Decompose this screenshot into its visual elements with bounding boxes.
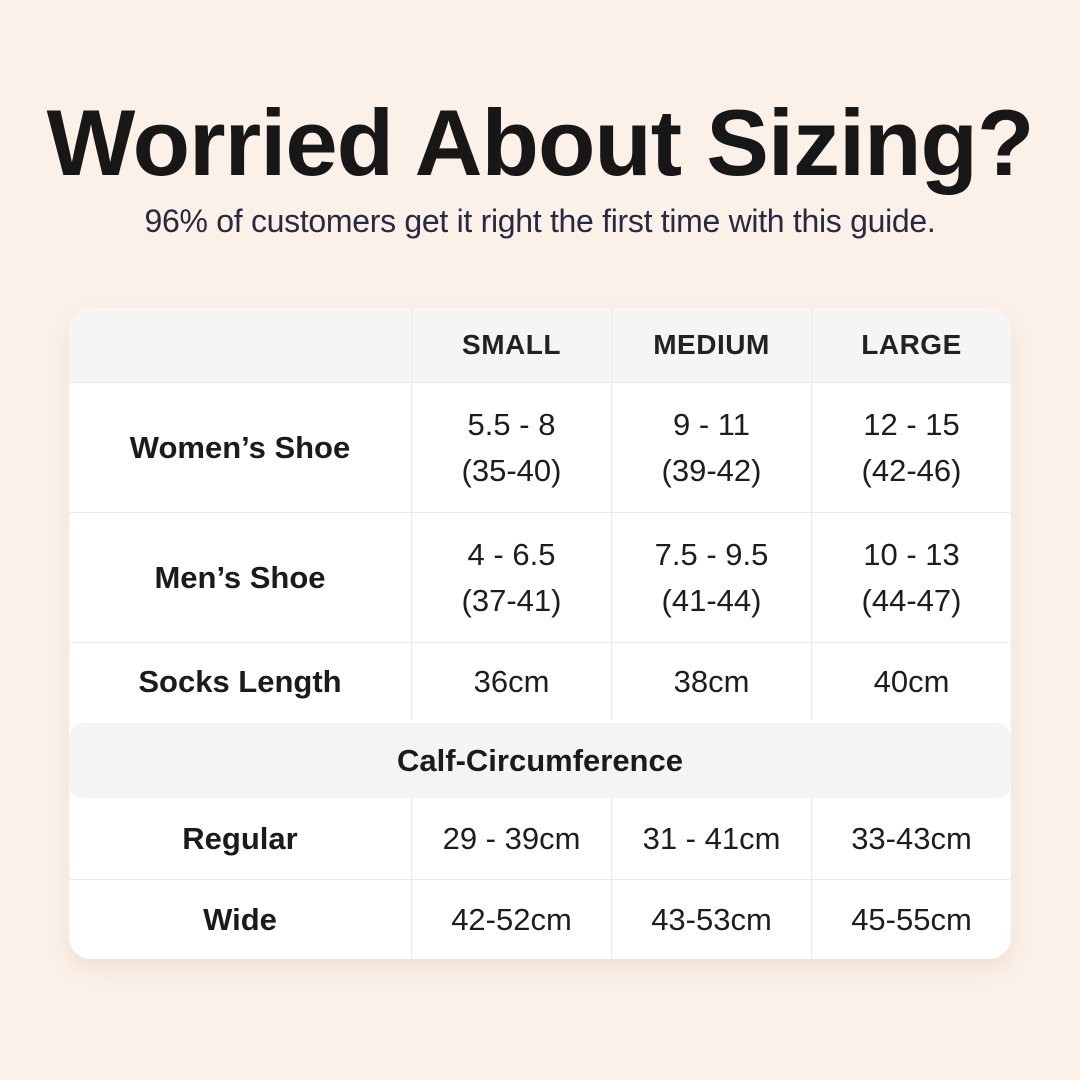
table-cell-socks-large: 40cm <box>811 643 1011 721</box>
page-title: Worried About Sizing? <box>46 90 1035 195</box>
cell-line: 40cm <box>873 663 950 699</box>
hero-section: Worried About Sizing? 96% of customers g… <box>0 0 1080 240</box>
table-row-mens-shoe: Men’s Shoe 4 - 6.5 (37-41) 7.5 - 9.5 (41… <box>69 513 1011 644</box>
cell-line: (35-40) <box>461 452 562 488</box>
cell-line: 43-53cm <box>651 901 772 937</box>
table-cell-regular-large: 33-43cm <box>811 798 1011 880</box>
cell-line: 4 - 6.5 <box>467 536 556 572</box>
table-header-row: SMALL MEDIUM LARGE <box>69 308 1011 384</box>
cell-line: 33-43cm <box>851 820 972 856</box>
row-label-mens-shoe: Men’s Shoe <box>154 559 326 595</box>
cell-line: 31 - 41cm <box>642 820 781 856</box>
cell-line: 12 - 15 <box>863 406 960 442</box>
row-label-regular: Regular <box>182 820 298 856</box>
section-header-calf-circumference: Calf-Circumference <box>69 723 1011 799</box>
row-label-socks-length: Socks Length <box>138 663 342 699</box>
cell-line: 45-55cm <box>851 901 972 937</box>
size-guide-table: SMALL MEDIUM LARGE Women’s Shoe 5.5 - 8 … <box>69 308 1011 960</box>
row-label-wide: Wide <box>203 901 277 937</box>
table-cell-mens-large: 10 - 13 (44-47) <box>811 513 1011 643</box>
cell-line: 10 - 13 <box>863 536 960 572</box>
cell-line: 7.5 - 9.5 <box>654 536 769 572</box>
cell-line: 38cm <box>673 663 750 699</box>
table-cell-mens-small: 4 - 6.5 (37-41) <box>411 513 611 643</box>
table-cell-socks-medium: 38cm <box>611 643 811 721</box>
table-cell-mens-medium: 7.5 - 9.5 (41-44) <box>611 513 811 643</box>
cell-line: (41-44) <box>661 582 762 618</box>
table-row-womens-shoe: Women’s Shoe 5.5 - 8 (35-40) 9 - 11 (39-… <box>69 383 1011 514</box>
table-cell-wide-large: 45-55cm <box>811 880 1011 960</box>
cell-line: (39-42) <box>661 452 762 488</box>
cell-line: 5.5 - 8 <box>467 406 556 442</box>
row-label-womens-shoe: Women’s Shoe <box>129 429 351 465</box>
cell-line: (42-46) <box>861 452 962 488</box>
cell-line: 42-52cm <box>451 901 572 937</box>
table-cell-socks-small: 36cm <box>411 643 611 721</box>
cell-line: 9 - 11 <box>673 406 750 442</box>
column-header-large: LARGE <box>811 308 1011 383</box>
table-cell-regular-small: 29 - 39cm <box>411 798 611 880</box>
table-cell-regular-medium: 31 - 41cm <box>611 798 811 880</box>
table-cell-wide-small: 42-52cm <box>411 880 611 960</box>
column-header-medium: MEDIUM <box>611 308 811 383</box>
cell-line: 36cm <box>473 663 550 699</box>
page-subtitle: 96% of customers get it right the first … <box>144 203 936 240</box>
cell-line: 29 - 39cm <box>442 820 581 856</box>
cell-line: (37-41) <box>461 582 562 618</box>
table-cell-womens-large: 12 - 15 (42-46) <box>811 383 1011 513</box>
cell-line: (44-47) <box>861 582 962 618</box>
table-cell-womens-small: 5.5 - 8 (35-40) <box>411 383 611 513</box>
table-row-regular: Regular 29 - 39cm 31 - 41cm 33-43cm <box>69 798 1011 881</box>
table-row-socks-length: Socks Length 36cm 38cm 40cm <box>69 643 1011 721</box>
table-row-wide: Wide 42-52cm 43-53cm 45-55cm <box>69 880 1011 960</box>
table-cell-womens-medium: 9 - 11 (39-42) <box>611 383 811 513</box>
column-header-small: SMALL <box>411 308 611 383</box>
table-cell-wide-medium: 43-53cm <box>611 880 811 960</box>
column-header-empty <box>69 308 411 382</box>
